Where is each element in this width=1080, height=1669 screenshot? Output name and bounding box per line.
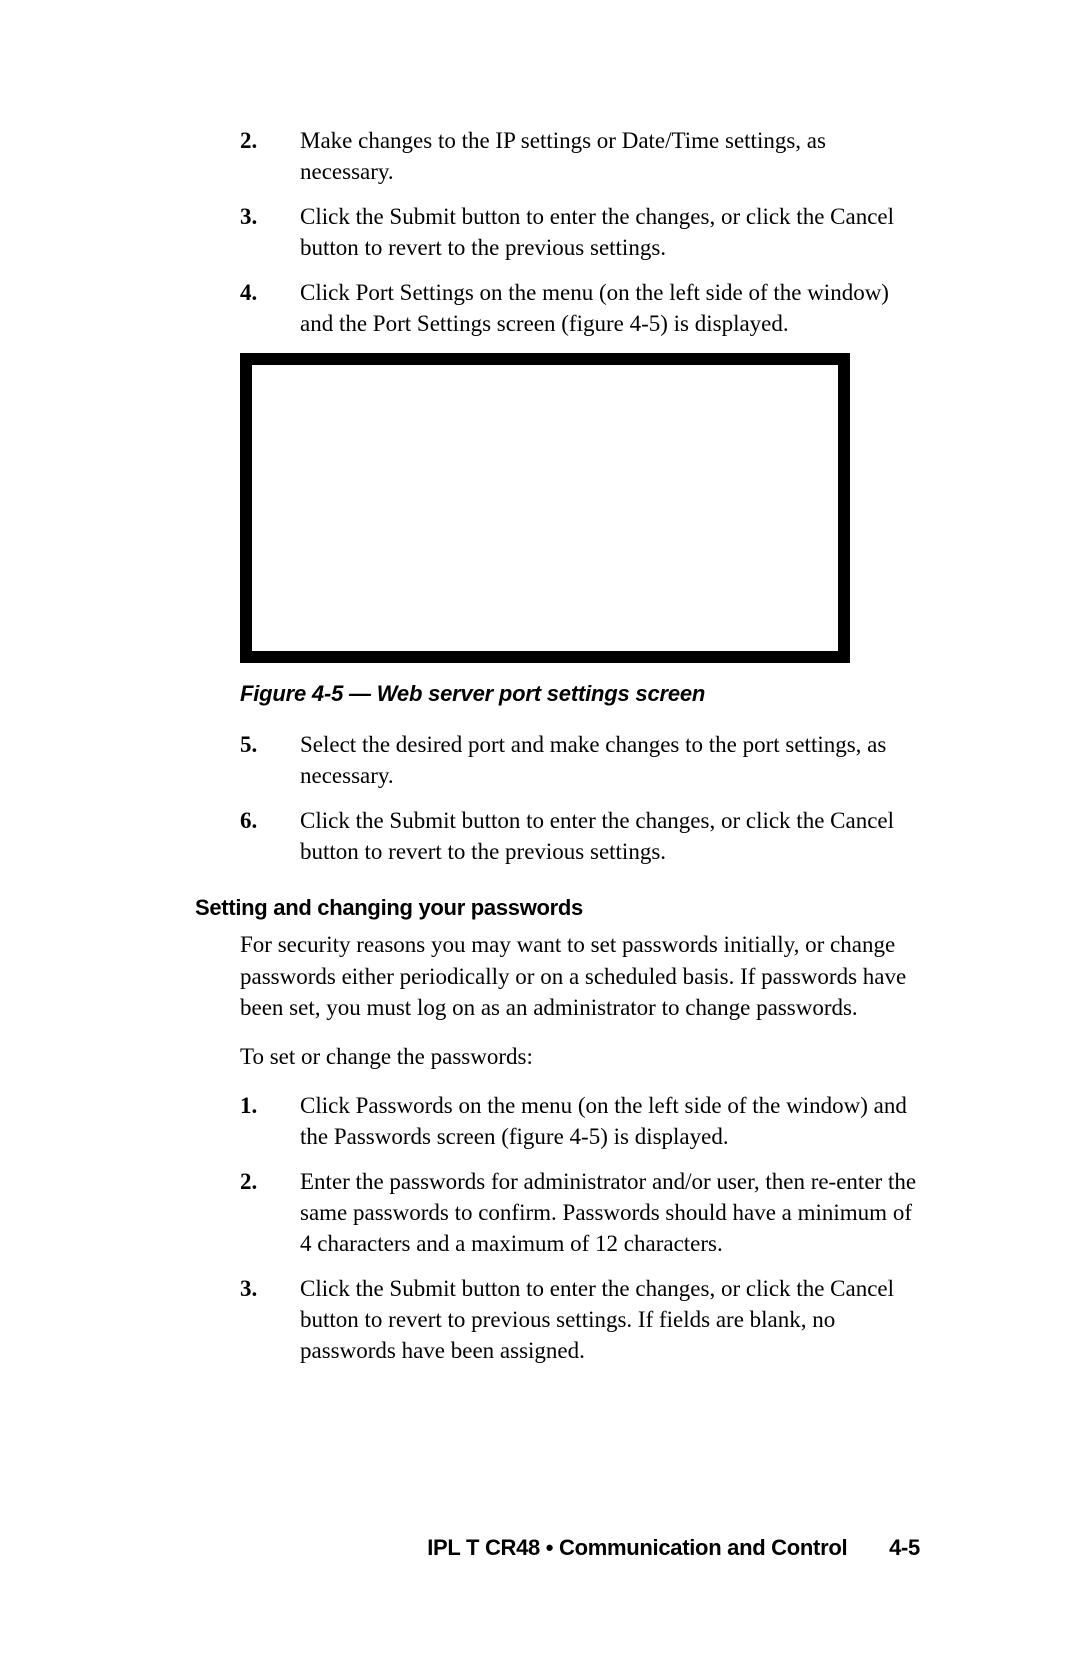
list-item: 3. Click the Submit button to enter the … [240,201,920,263]
step-number: 1. [240,1090,300,1152]
figure-inner [252,365,838,651]
step-text: Enter the passwords for administrator an… [300,1166,920,1259]
footer-title: IPL T CR48 • Communication and Control [427,1535,847,1560]
list-item: 4. Click Port Settings on the menu (on t… [240,277,920,339]
body-paragraph: For security reasons you may want to set… [240,929,920,1022]
list-item: 2. Enter the passwords for administrator… [240,1166,920,1259]
step-text: Click the Submit button to enter the cha… [300,1273,920,1366]
steps-list-c: 1. Click Passwords on the menu (on the l… [240,1090,920,1366]
step-number: 3. [240,1273,300,1366]
step-number: 6. [240,805,300,867]
steps-list-a: 2. Make changes to the IP settings or Da… [240,125,920,339]
section-heading: Setting and changing your passwords [195,895,920,921]
step-text: Select the desired port and make changes… [300,729,920,791]
list-item: 2. Make changes to the IP settings or Da… [240,125,920,187]
step-number: 5. [240,729,300,791]
step-text: Click Port Settings on the menu (on the … [300,277,920,339]
list-item: 5. Select the desired port and make chan… [240,729,920,791]
step-text: Click the Submit button to enter the cha… [300,201,920,263]
step-number: 3. [240,201,300,263]
step-text: Click the Submit button to enter the cha… [300,805,920,867]
page-content: 2. Make changes to the IP settings or Da… [0,0,1080,1366]
page-footer: IPL T CR48 • Communication and Control 4… [427,1535,920,1561]
step-number: 4. [240,277,300,339]
figure-placeholder [240,353,850,663]
step-number: 2. [240,125,300,187]
step-text: Click Passwords on the menu (on the left… [300,1090,920,1152]
footer-page-number: 4-5 [889,1535,920,1560]
list-item: 6. Click the Submit button to enter the … [240,805,920,867]
steps-list-b: 5. Select the desired port and make chan… [240,729,920,867]
step-text: Make changes to the IP settings or Date/… [300,125,920,187]
list-item: 1. Click Passwords on the menu (on the l… [240,1090,920,1152]
figure-caption: Figure 4-5 — Web server port settings sc… [240,681,920,707]
list-item: 3. Click the Submit button to enter the … [240,1273,920,1366]
body-paragraph: To set or change the passwords: [240,1041,920,1072]
step-number: 2. [240,1166,300,1259]
